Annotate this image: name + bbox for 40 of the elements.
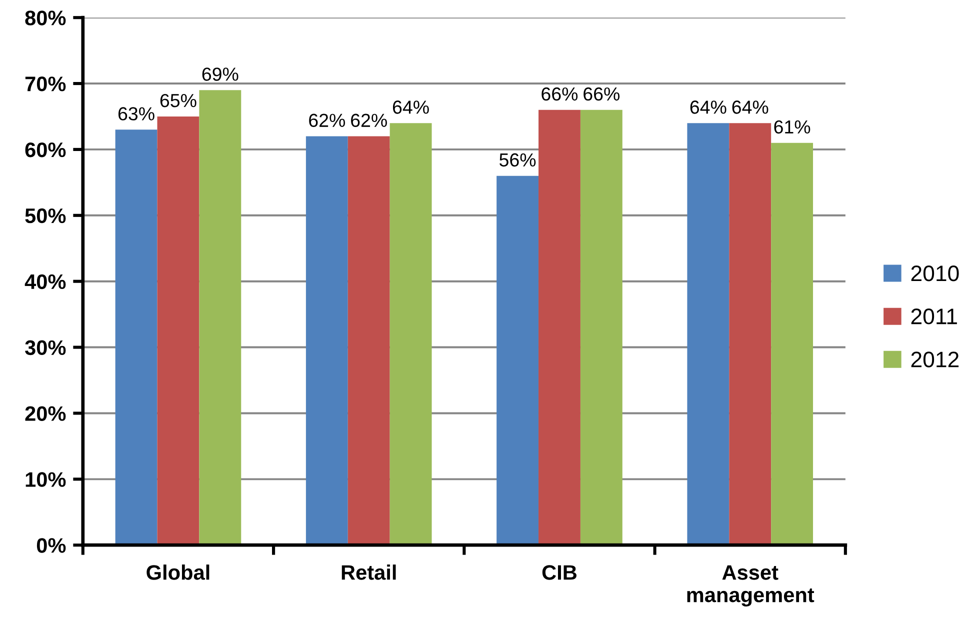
x-tick-label: Retail <box>342 564 396 580</box>
y-tick-label: 70% <box>25 76 66 92</box>
data-label: 56% <box>500 153 536 167</box>
bar <box>580 110 622 546</box>
y-tick-label: 40% <box>24 274 66 290</box>
data-label: 64% <box>690 100 726 114</box>
data-label: 62% <box>351 114 387 128</box>
data-label: 61% <box>774 120 810 134</box>
bar <box>348 136 390 546</box>
data-label: 69% <box>202 68 238 81</box>
data-label: 66% <box>542 87 578 101</box>
bar <box>115 130 158 546</box>
data-label: 64% <box>392 100 429 114</box>
y-tick-label: 60% <box>25 142 66 158</box>
legend-label: 2011 <box>911 308 957 324</box>
x-tick-label: Global <box>146 564 210 580</box>
data-label: 64% <box>732 100 768 114</box>
y-tick-label: 20% <box>25 406 66 421</box>
data-label: 65% <box>160 94 196 108</box>
bar <box>687 123 730 546</box>
bar <box>771 142 814 546</box>
data-label: 66% <box>584 87 620 101</box>
legend-label: 2010 <box>911 266 959 282</box>
bar <box>306 136 348 546</box>
data-label: 63% <box>118 107 154 120</box>
bar <box>538 110 580 546</box>
y-tick-label: 0% <box>36 538 66 553</box>
legend-label: 2012 <box>911 352 959 368</box>
bar <box>157 116 200 546</box>
data-label: 62% <box>309 114 346 128</box>
y-tick-label: 10% <box>26 472 66 487</box>
x-tick-label: CIB <box>542 565 576 580</box>
y-tick-label: 80% <box>25 10 66 26</box>
y-tick-label: 30% <box>25 340 66 356</box>
bar <box>390 123 432 546</box>
bar <box>199 90 242 546</box>
y-tick-label: 50% <box>25 208 66 224</box>
bar <box>729 123 772 546</box>
x-tick-label: Asset management <box>687 565 814 606</box>
bar <box>496 176 539 546</box>
